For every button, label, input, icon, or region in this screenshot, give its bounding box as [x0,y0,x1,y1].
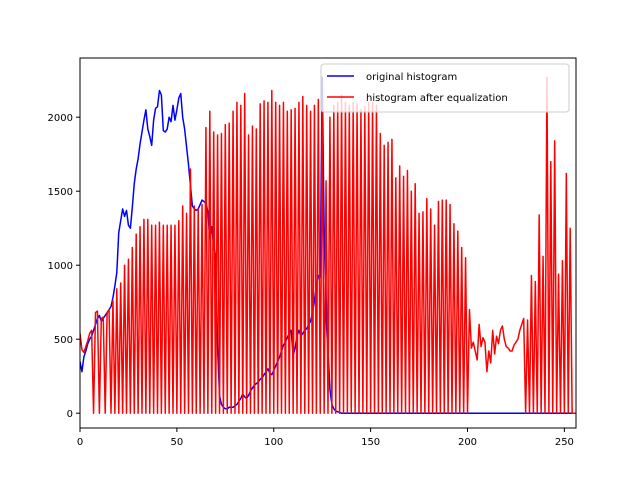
legend: original histogram histogram after equal… [320,63,570,113]
y-tick-label: 1000 [48,261,73,272]
x-tick-label: 200 [458,437,477,448]
y-axis: 0 500 1000 1500 2000 [48,113,80,420]
series-layer [80,76,576,414]
legend-box [320,63,570,113]
y-tick-label: 1500 [48,187,73,198]
legend-label-original: original histogram [366,72,457,83]
x-tick-label: 50 [171,437,184,448]
y-tick-label: 500 [54,335,73,346]
y-tick-label: 2000 [48,113,73,124]
x-tick-label: 150 [361,437,380,448]
x-tick-label: 0 [77,437,83,448]
x-axis: 0 50 100 150 200 250 [77,428,574,448]
x-tick-label: 250 [555,437,574,448]
x-tick-label: 100 [264,437,283,448]
series-line-1 [80,76,576,414]
y-tick-label: 0 [67,409,73,420]
legend-label-equalized: histogram after equalization [366,93,508,104]
plot-frame [79,57,577,429]
